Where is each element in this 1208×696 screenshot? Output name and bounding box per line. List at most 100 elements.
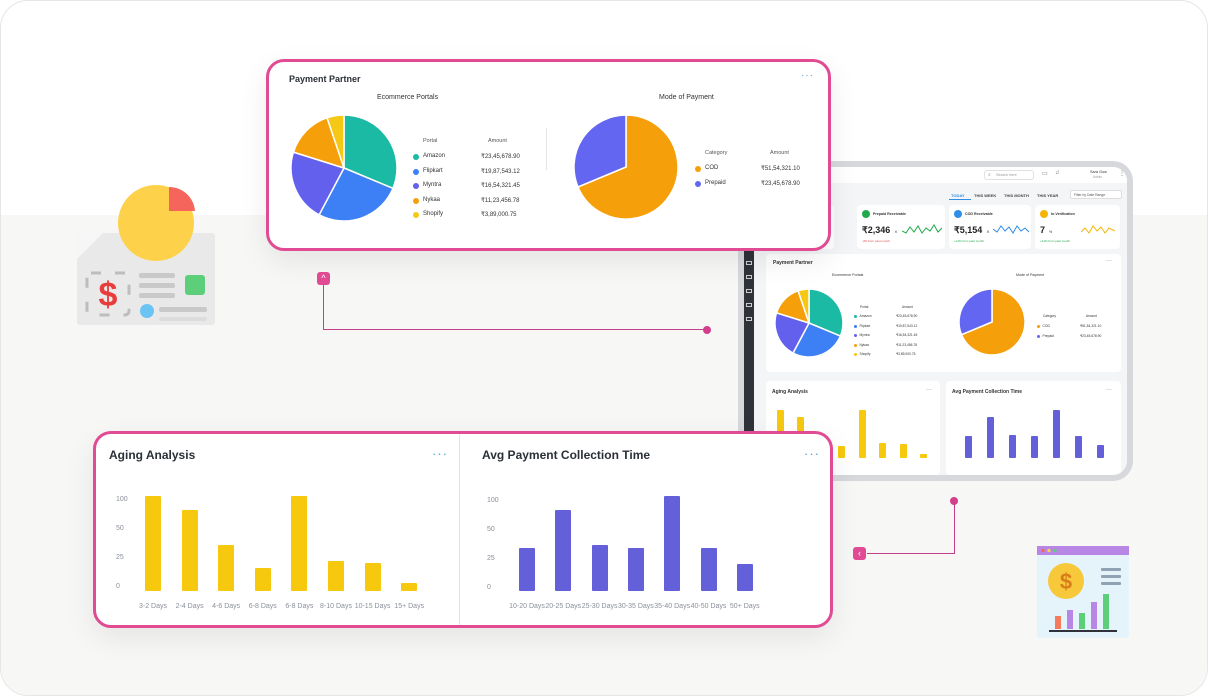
tablet-panel-title: Payment Partner [773, 260, 813, 266]
bar[interactable] [1030, 436, 1038, 458]
sidebar-icon[interactable] [746, 275, 752, 279]
mini-portal-header: Portal [860, 305, 869, 309]
collection-more-icon[interactable]: ··· [804, 446, 820, 461]
bar[interactable] [291, 496, 308, 591]
ecommerce-portals-title: Ecommerce Portals [377, 94, 439, 101]
bar[interactable] [555, 510, 572, 591]
bar[interactable] [627, 548, 644, 591]
legend-swatch [854, 334, 858, 338]
bar[interactable] [899, 444, 907, 458]
bar[interactable] [879, 442, 886, 458]
bar[interactable] [1008, 434, 1016, 458]
legend-name: Nykaa [423, 196, 441, 203]
kpi-value: ₹2,346 [862, 225, 891, 235]
sidebar-icon[interactable] [746, 317, 752, 321]
bar[interactable] [736, 564, 753, 591]
kpi-label: COD Receivable [965, 212, 993, 216]
pie-slice-cod[interactable] [577, 114, 679, 220]
pie-slice-shopify[interactable] [797, 288, 810, 324]
y-axis-tick: 25 [487, 555, 495, 562]
tablet-top-bar: ⌕ Search here ▭ ♫ Sara Gow Admin ⋮ [744, 167, 1127, 183]
tablet-tab-today[interactable]: TODAY [951, 193, 965, 198]
tablet-tab-this-week[interactable]: THIS WEEK [974, 193, 997, 198]
pie-slice-prepaid[interactable] [958, 288, 993, 336]
bar[interactable] [858, 410, 866, 458]
bar[interactable] [254, 568, 271, 591]
tablet-panel-sub1: Ecommerce Portals [832, 273, 864, 277]
bar[interactable] [700, 548, 717, 591]
chat-icon[interactable]: ▭ [1042, 171, 1048, 177]
sidebar-icon[interactable] [746, 289, 752, 293]
svg-text:$: $ [99, 276, 118, 314]
tablet-sidebar [744, 251, 754, 475]
bar[interactable] [1052, 410, 1060, 458]
tablet-search-box[interactable]: ⌕ Search here [984, 170, 1034, 180]
bar[interactable] [401, 583, 418, 591]
kebab-icon[interactable]: ⋮ [1119, 171, 1125, 177]
legend-amount: ₹3,89,000.75 [896, 352, 916, 356]
x-axis-label: 20-25 Days [545, 603, 582, 610]
collapse-left-button[interactable]: ‹ [853, 547, 866, 560]
legend-amount: ₹16,54,321.45 [896, 333, 918, 337]
tablet-more-icon[interactable]: ··· [1106, 258, 1112, 264]
legend-name: Shopify [859, 352, 871, 356]
legend-name: Flipkart [423, 167, 443, 174]
bar[interactable] [328, 560, 344, 591]
kpi-sparkline [993, 225, 1029, 234]
pie-slice-amazon[interactable] [808, 288, 844, 338]
legend-name: Amazon [859, 314, 872, 318]
collapse-up-button[interactable]: ^ [317, 272, 330, 285]
aging-more-icon[interactable]: ··· [432, 446, 448, 461]
ecommerce-portals-pie [290, 114, 398, 222]
tablet-tab-this-year[interactable]: THIS YEAR [1037, 193, 1059, 198]
pie-slice-shopify[interactable] [326, 114, 345, 169]
connector-dot [703, 326, 711, 334]
pie-slice-myntra[interactable] [774, 311, 811, 355]
sidebar-icon[interactable] [746, 303, 752, 307]
tablet-collection-title: Avg Payment Collection Time [952, 389, 1023, 395]
bar[interactable] [1096, 444, 1104, 458]
pie-slice-prepaid[interactable] [573, 114, 627, 188]
y-axis-tick: 50 [487, 526, 495, 533]
legend-swatch [1037, 334, 1041, 338]
tablet-tab-this-month[interactable]: THIS MONTH [1004, 193, 1029, 198]
search-icon: ⌕ [988, 172, 991, 178]
amount-column-header: Amount [488, 138, 507, 144]
tablet-screen: ⌕ Search here ▭ ♫ Sara Gow Admin ⋮ TODAY… [744, 167, 1127, 475]
mini-category-header: Category [1043, 314, 1056, 318]
bar[interactable] [145, 496, 161, 591]
x-axis-label: 8-10 Days [320, 603, 352, 610]
bar[interactable] [986, 417, 994, 458]
bell-icon[interactable]: ♫ [1055, 170, 1060, 176]
bar[interactable] [838, 446, 845, 458]
pie-slice-myntra[interactable] [290, 151, 346, 216]
x-axis-label: 30-35 Days [617, 603, 654, 610]
bar[interactable] [218, 545, 235, 591]
more-options-icon[interactable]: ··· [801, 70, 814, 81]
aging-analysis-title: Aging Analysis [109, 448, 196, 462]
tablet-date-filter[interactable]: Filter by Date Range [1070, 190, 1122, 199]
tablet-mode-pie [958, 288, 1026, 356]
legend-name: COD [1042, 324, 1050, 328]
pie-slice-cod[interactable] [960, 288, 1026, 356]
y-axis-tick: 100 [487, 497, 499, 504]
bar[interactable] [591, 545, 608, 591]
connector-line [323, 285, 324, 330]
pie-slice-nykaa[interactable] [292, 116, 346, 170]
connector-line [323, 329, 707, 330]
bar[interactable] [1074, 436, 1082, 458]
bar[interactable] [664, 496, 681, 591]
bar[interactable] [920, 454, 927, 458]
tablet-more-icon[interactable]: ··· [1106, 387, 1112, 393]
bar[interactable] [964, 436, 972, 458]
bar[interactable] [519, 548, 535, 591]
legend-swatch [413, 154, 419, 160]
section-divider [459, 434, 460, 625]
sidebar-icon[interactable] [746, 261, 752, 265]
tablet-more-icon[interactable]: ··· [926, 387, 932, 393]
bar[interactable] [364, 563, 381, 591]
pie-slice-amazon[interactable] [343, 114, 398, 190]
bar[interactable] [181, 510, 198, 591]
x-axis-label: 10-15 Days [354, 603, 391, 610]
x-axis-label: 15+ Days [394, 603, 425, 610]
